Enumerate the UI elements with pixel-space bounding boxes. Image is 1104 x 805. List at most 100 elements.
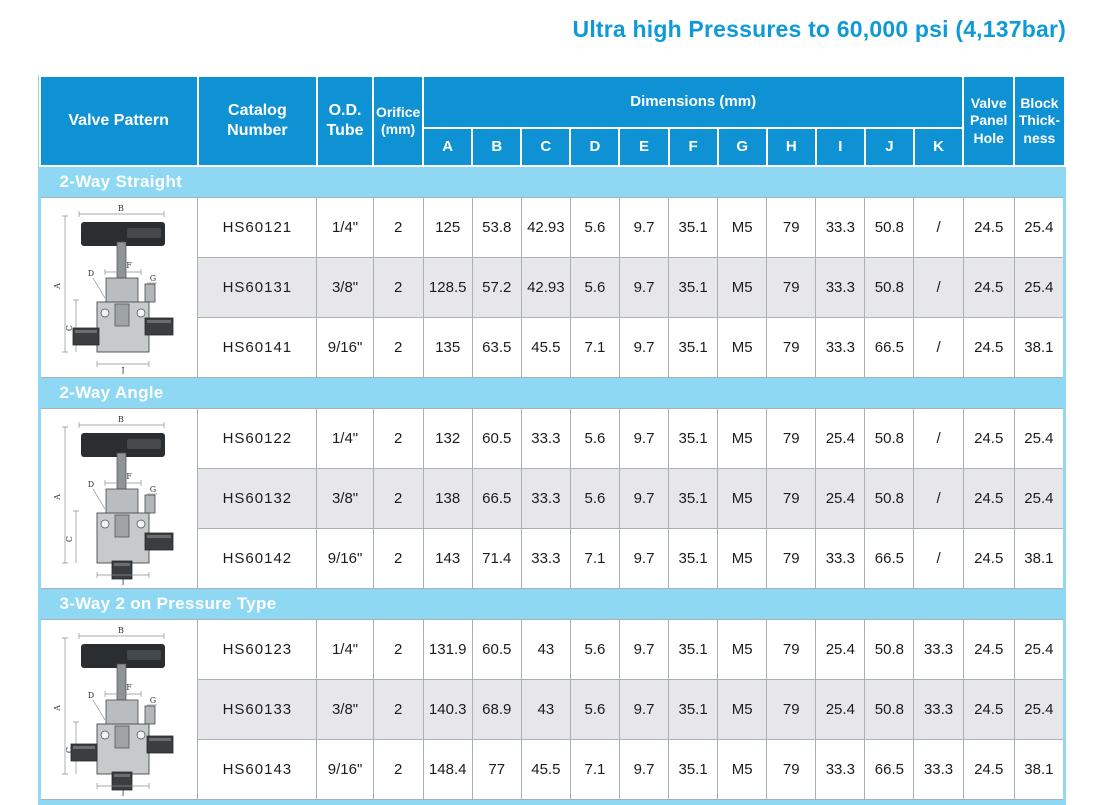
od-tube-cell: 3/8" (316, 679, 374, 740)
dim-K-cell: 33.3 (913, 679, 964, 740)
valve-panel-hole-cell: 24.5 (962, 408, 1015, 469)
svg-text:J: J (121, 366, 125, 374)
dim-D-cell: 7.1 (569, 739, 620, 800)
header-orifice: Orifice (mm) (372, 75, 425, 167)
table-row: B A C F G D J HS60123 1/4" 2 131.9 60.5 43 5.6 9.7 35.1… (37, 619, 1067, 800)
catalog-number-cell: HS60123 (197, 619, 318, 680)
valve-pattern-cell: B A C F G D J (37, 197, 199, 378)
valve-panel-hole-cell: 24.5 (962, 257, 1015, 318)
dim-H-cell: 79 (766, 197, 817, 258)
dim-A-cell: 125 (422, 197, 473, 258)
dim-F-cell: 35.1 (668, 528, 719, 589)
svg-text:C: C (65, 746, 74, 752)
catalog-number-cell: HS60131 (197, 257, 318, 318)
svg-text:C: C (65, 535, 74, 541)
header-dim-G: G (716, 127, 768, 167)
dim-K-cell: / (913, 408, 964, 469)
dim-C-cell: 43 (520, 679, 571, 740)
dim-B-cell: 77 (471, 739, 522, 800)
dim-D-cell: 7.1 (569, 528, 620, 589)
dim-K-cell: 33.3 (913, 739, 964, 800)
dim-I-cell: 25.4 (815, 468, 866, 529)
svg-text:F: F (126, 472, 132, 481)
svg-text:J: J (121, 788, 125, 796)
section-title: 3-Way 2 on Pressure Type (39, 588, 1065, 620)
dim-J-cell: 50.8 (864, 619, 915, 680)
dim-K-cell: / (913, 528, 964, 589)
dim-F-cell: 35.1 (668, 408, 719, 469)
dim-I-cell: 33.3 (815, 317, 866, 378)
svg-text:B: B (118, 415, 124, 424)
dim-F-cell: 35.1 (668, 739, 719, 800)
dim-J-cell: 50.8 (864, 408, 915, 469)
section-title: 2-Way Angle (39, 377, 1065, 409)
section-band-row: 2-Way Straight (39, 166, 1065, 198)
svg-text:D: D (88, 480, 94, 489)
svg-text:C: C (65, 324, 74, 330)
dim-I-cell: 33.3 (815, 739, 866, 800)
dim-I-cell: 25.4 (815, 408, 866, 469)
table-row: HS60131 3/8" 2 128.5 57.2 42.93 5.6 9.7 35.1 M5 79… (40, 257, 1067, 318)
dim-D-cell: 7.1 (569, 317, 620, 378)
dim-J-cell: 66.5 (864, 317, 915, 378)
dim-A-cell: 131.9 (422, 619, 473, 680)
dim-F-cell: 35.1 (668, 468, 719, 529)
dim-E-cell: 9.7 (618, 257, 670, 318)
dim-D-cell: 5.6 (569, 468, 620, 529)
dim-F-cell: 35.1 (668, 257, 719, 318)
block-thickness-cell: 25.4 (1013, 619, 1067, 680)
header-dim-I: I (814, 127, 866, 167)
dim-A-cell: 135 (422, 317, 473, 378)
svg-text:G: G (150, 485, 156, 494)
svg-text:A: A (53, 704, 62, 711)
dim-E-cell: 9.7 (618, 408, 670, 469)
od-tube-cell: 1/4" (316, 408, 374, 469)
dim-H-cell: 79 (766, 468, 817, 529)
valve-panel-hole-cell: 24.5 (962, 197, 1015, 258)
catalog-number-cell: HS60133 (197, 679, 318, 740)
dim-A-cell: 132 (422, 408, 473, 469)
dim-E-cell: 9.7 (618, 679, 670, 740)
dim-B-cell: 60.5 (471, 408, 522, 469)
orifice-cell: 2 (372, 468, 424, 529)
valve-spec-table: Valve Pattern Catalog Number O.D. Tube O… (37, 75, 1067, 800)
orifice-cell: 2 (372, 679, 424, 740)
orifice-cell: 2 (372, 317, 424, 378)
dim-G-cell: M5 (717, 679, 768, 740)
dim-D-cell: 5.6 (569, 679, 620, 740)
dim-H-cell: 79 (766, 739, 817, 800)
dim-K-cell: 33.3 (913, 619, 964, 680)
dim-H-cell: 79 (766, 528, 817, 589)
svg-text:D: D (88, 691, 94, 700)
dim-A-cell: 143 (422, 528, 473, 589)
od-tube-cell: 1/4" (316, 619, 374, 680)
section-title: 2-Way Straight (39, 166, 1065, 198)
od-tube-cell: 1/4" (316, 197, 374, 258)
dim-D-cell: 5.6 (569, 619, 620, 680)
dim-I-cell: 33.3 (815, 197, 866, 258)
orifice-cell: 2 (372, 619, 424, 680)
block-thickness-cell: 25.4 (1013, 679, 1067, 740)
header-dim-D: D (569, 127, 621, 167)
dim-J-cell: 66.5 (864, 528, 915, 589)
header-dim-J: J (863, 127, 915, 167)
table-row: HS60133 3/8" 2 140.3 68.9 43 5.6 9.7 35.1 M5 79 25.… (40, 679, 1067, 740)
block-thickness-cell: 25.4 (1013, 197, 1067, 258)
svg-text:F: F (126, 261, 132, 270)
valve-diagram-2-way-straight: B A C F G D J (53, 204, 174, 374)
svg-text:B: B (118, 626, 124, 635)
header-dim-E: E (618, 127, 670, 167)
dim-I-cell: 25.4 (815, 679, 866, 740)
orifice-cell: 2 (372, 528, 424, 589)
orifice-cell: 2 (372, 739, 424, 800)
dim-D-cell: 5.6 (569, 408, 620, 469)
dim-H-cell: 79 (766, 257, 817, 318)
catalog-number-cell: HS60141 (197, 317, 318, 378)
orifice-cell: 2 (372, 257, 424, 318)
valve-pattern-cell: B A C F G D J (37, 619, 199, 800)
header-block-thickness: Block Thick- ness (1013, 75, 1066, 167)
table-row: HS60143 9/16" 2 148.4 77 45.5 7.1 9.7 35.1 M5 79 33… (40, 739, 1067, 800)
dim-B-cell: 57.2 (471, 257, 522, 318)
valve-pattern-cell: B A C F G D J (37, 408, 199, 589)
table-row: B A C F G D J HS60122 1/4" 2 132 60.5 33.3 5.6 9.7 35.1… (37, 408, 1067, 589)
